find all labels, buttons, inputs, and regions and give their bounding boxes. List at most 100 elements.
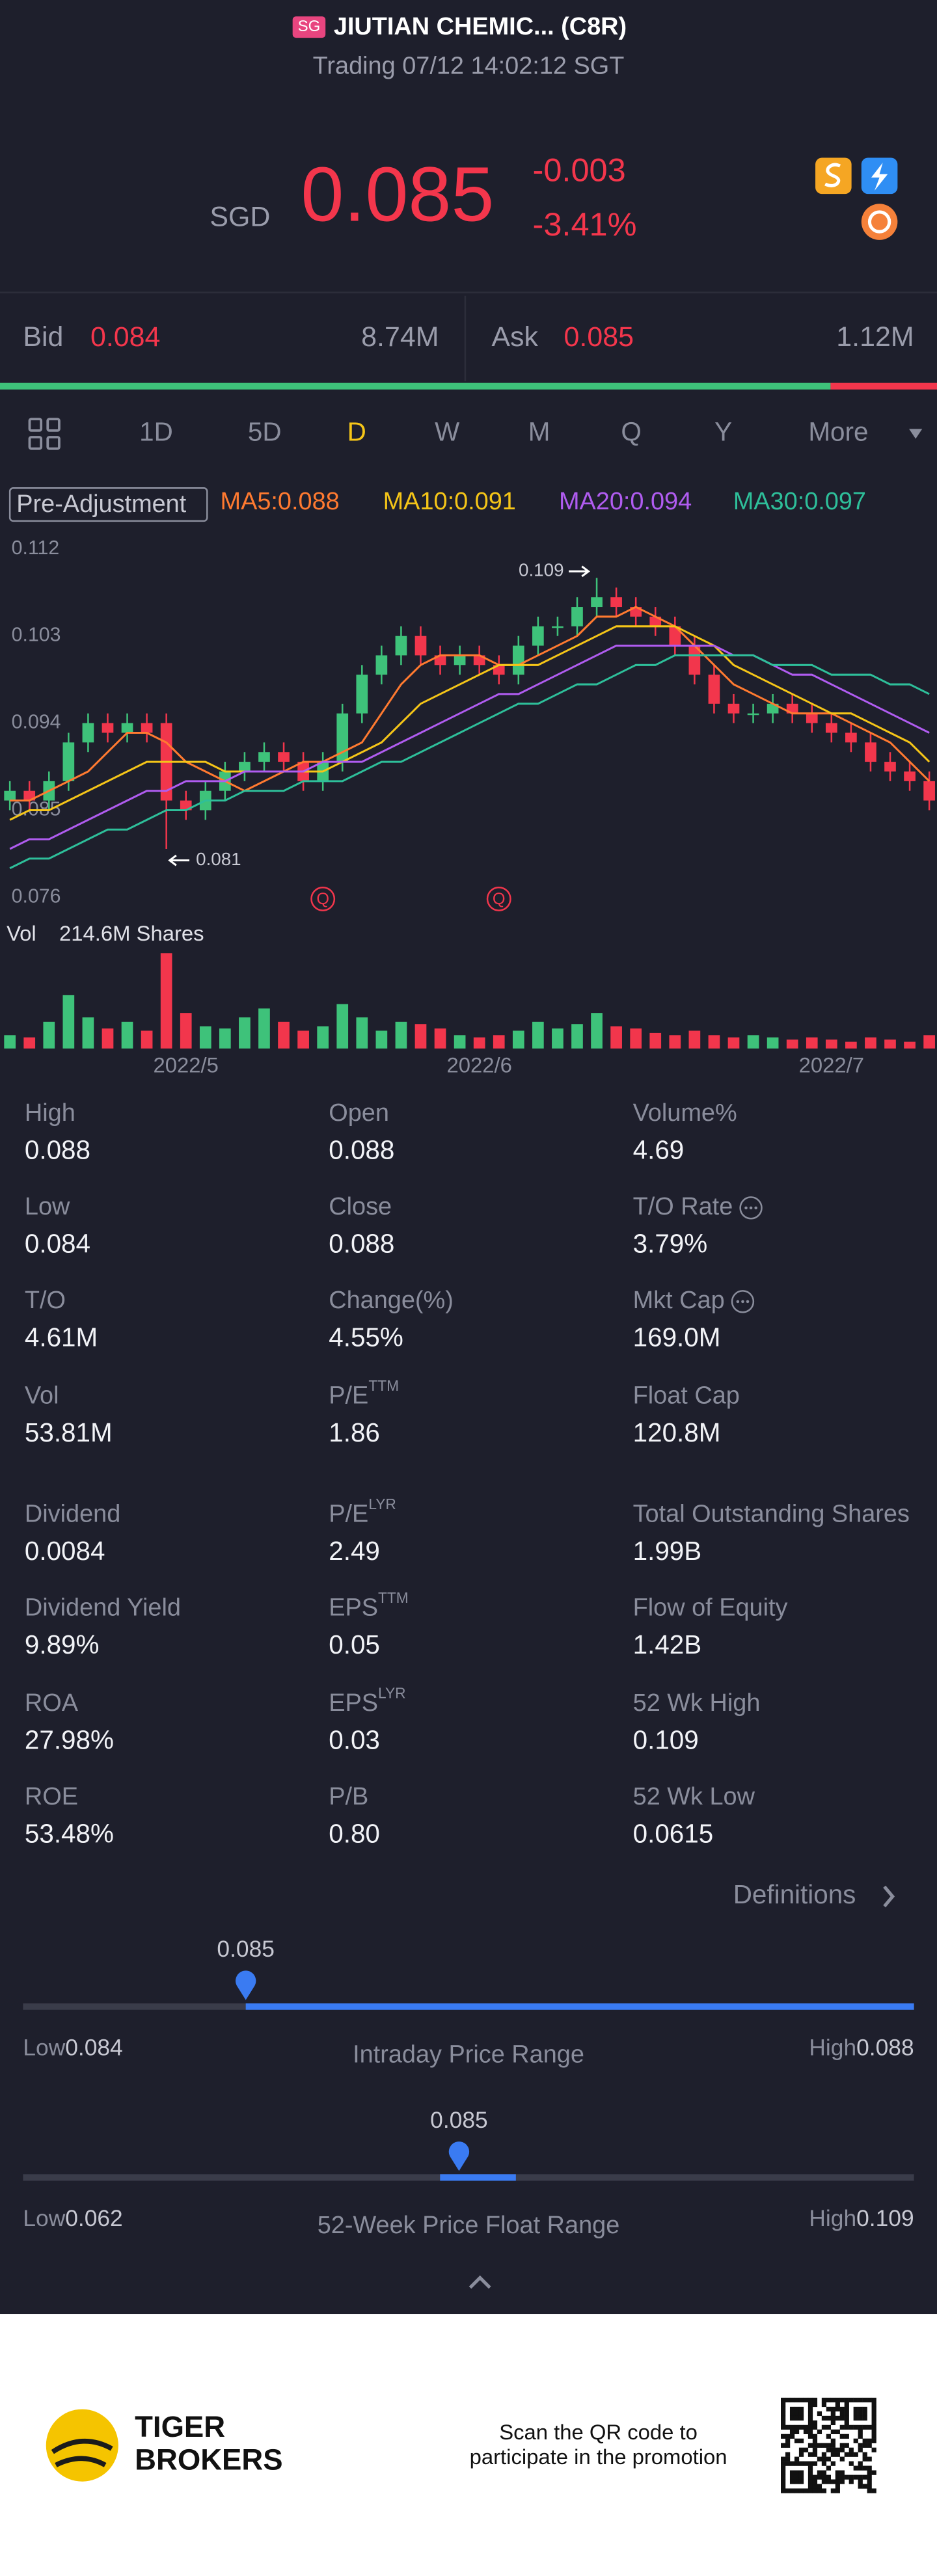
period-tab[interactable]: Y xyxy=(714,417,732,447)
qr-module xyxy=(835,2488,840,2493)
icon[interactable] xyxy=(861,204,898,240)
qr-module xyxy=(808,2429,813,2434)
stat-label-text: High xyxy=(25,1099,75,1127)
period-tab[interactable]: 1D xyxy=(139,417,173,447)
x-tick-label: 2022/6 xyxy=(446,1053,511,1077)
qr-module xyxy=(817,2484,822,2489)
range-fill xyxy=(245,2003,914,2010)
collapse-chevron[interactable] xyxy=(468,2275,491,2289)
qr-module xyxy=(798,2411,804,2417)
high-arrow xyxy=(569,565,590,578)
volume-bar xyxy=(865,1037,876,1049)
qr-module xyxy=(858,2411,863,2417)
info-icon[interactable] xyxy=(731,1290,755,1313)
stat-label-text: Change(%) xyxy=(329,1287,454,1314)
stat-value: 53.81M xyxy=(25,1417,113,1447)
period-tab[interactable]: Q xyxy=(621,417,641,447)
adjustment-label[interactable]: Pre-Adjustment xyxy=(16,490,186,518)
volume-bar xyxy=(571,1024,583,1049)
qr-module xyxy=(849,2479,854,2484)
qr-module xyxy=(858,2406,863,2412)
qr-module xyxy=(808,2424,813,2430)
definitions-link[interactable]: Definitions xyxy=(733,1879,856,1909)
qr-module xyxy=(798,2461,804,2466)
feature-icons[interactable] xyxy=(815,157,898,240)
qr-module xyxy=(858,2484,863,2489)
qr-module xyxy=(830,2443,835,2448)
info-icon-dot xyxy=(754,1206,757,1210)
qr-module xyxy=(867,2475,872,2480)
qr-module xyxy=(812,2475,818,2480)
qr-module xyxy=(862,2475,867,2480)
dropdown-arrow[interactable] xyxy=(909,429,923,439)
stat-label-sup: TTM xyxy=(368,1377,399,1394)
candle-body xyxy=(571,607,583,626)
candle-body xyxy=(610,597,622,608)
market-badge-text: SG xyxy=(298,18,321,35)
period-tab[interactable]: 5D xyxy=(248,417,282,447)
period-tab[interactable]: W xyxy=(435,417,459,447)
qr-module xyxy=(812,2420,818,2426)
qr-module xyxy=(835,2397,840,2403)
candle-body xyxy=(727,703,740,714)
qr-module xyxy=(812,2434,818,2439)
qr-module xyxy=(789,2461,795,2466)
candle-body xyxy=(375,655,388,675)
qr-module xyxy=(858,2465,863,2471)
qr-module xyxy=(844,2411,849,2417)
stat-label: Open xyxy=(329,1099,389,1127)
layout-icon[interactable] xyxy=(28,418,61,450)
qr-module xyxy=(830,2420,835,2426)
stat-value: 0.0084 xyxy=(25,1536,105,1566)
stat-value: 9.89% xyxy=(25,1630,100,1659)
range-pin xyxy=(236,1970,256,2000)
stat-value: 0.109 xyxy=(633,1725,699,1755)
qr-module xyxy=(781,2434,786,2439)
qr-module xyxy=(839,2397,845,2403)
stat-value: 1.86 xyxy=(329,1417,380,1447)
period-tab[interactable]: M xyxy=(528,417,550,447)
info-icon-dot xyxy=(746,1300,750,1304)
stat-label-text: ROA xyxy=(25,1689,79,1717)
qr-module xyxy=(830,2479,835,2484)
candle-body xyxy=(669,626,681,646)
qr-module xyxy=(794,2424,800,2430)
event-marker xyxy=(486,886,511,911)
qr-module xyxy=(839,2479,845,2484)
qr-module xyxy=(862,2406,867,2412)
qr-module xyxy=(781,2475,786,2480)
currency: SGD xyxy=(210,201,270,232)
qr-module xyxy=(794,2397,800,2403)
stat-label: Mkt Cap xyxy=(633,1287,725,1314)
qr-module xyxy=(867,2456,872,2462)
qr-module xyxy=(835,2452,840,2457)
qr-module xyxy=(789,2429,795,2434)
volume-bar xyxy=(825,1040,837,1049)
qr-module xyxy=(858,2475,863,2480)
qr-module xyxy=(794,2475,800,2480)
qr-module xyxy=(821,2415,827,2421)
ma-line xyxy=(9,645,930,850)
period-tab[interactable]: D xyxy=(347,417,366,447)
period-tab[interactable]: More xyxy=(808,417,868,447)
qr-module xyxy=(867,2484,872,2489)
volume-bar xyxy=(239,1017,251,1049)
stat-label: T/O xyxy=(25,1287,66,1314)
qr-module xyxy=(830,2406,835,2412)
qr-module xyxy=(781,2424,786,2430)
qr-module xyxy=(849,2475,854,2480)
candle-body xyxy=(904,771,916,781)
stat-label-sup: LYR xyxy=(368,1496,396,1512)
volume-bar xyxy=(747,1035,759,1049)
qr-module xyxy=(817,2411,822,2417)
qr-module xyxy=(867,2424,872,2430)
brand-line: TIGER xyxy=(135,2410,225,2443)
qr-module xyxy=(835,2415,840,2421)
info-icon[interactable] xyxy=(739,1196,763,1220)
qr-module xyxy=(808,2465,813,2471)
info-icon-dot xyxy=(749,1206,753,1210)
icon-glyph xyxy=(867,210,891,234)
qr-module xyxy=(826,2397,832,2403)
adjustment-box[interactable] xyxy=(8,487,208,522)
qr-module xyxy=(835,2429,840,2434)
